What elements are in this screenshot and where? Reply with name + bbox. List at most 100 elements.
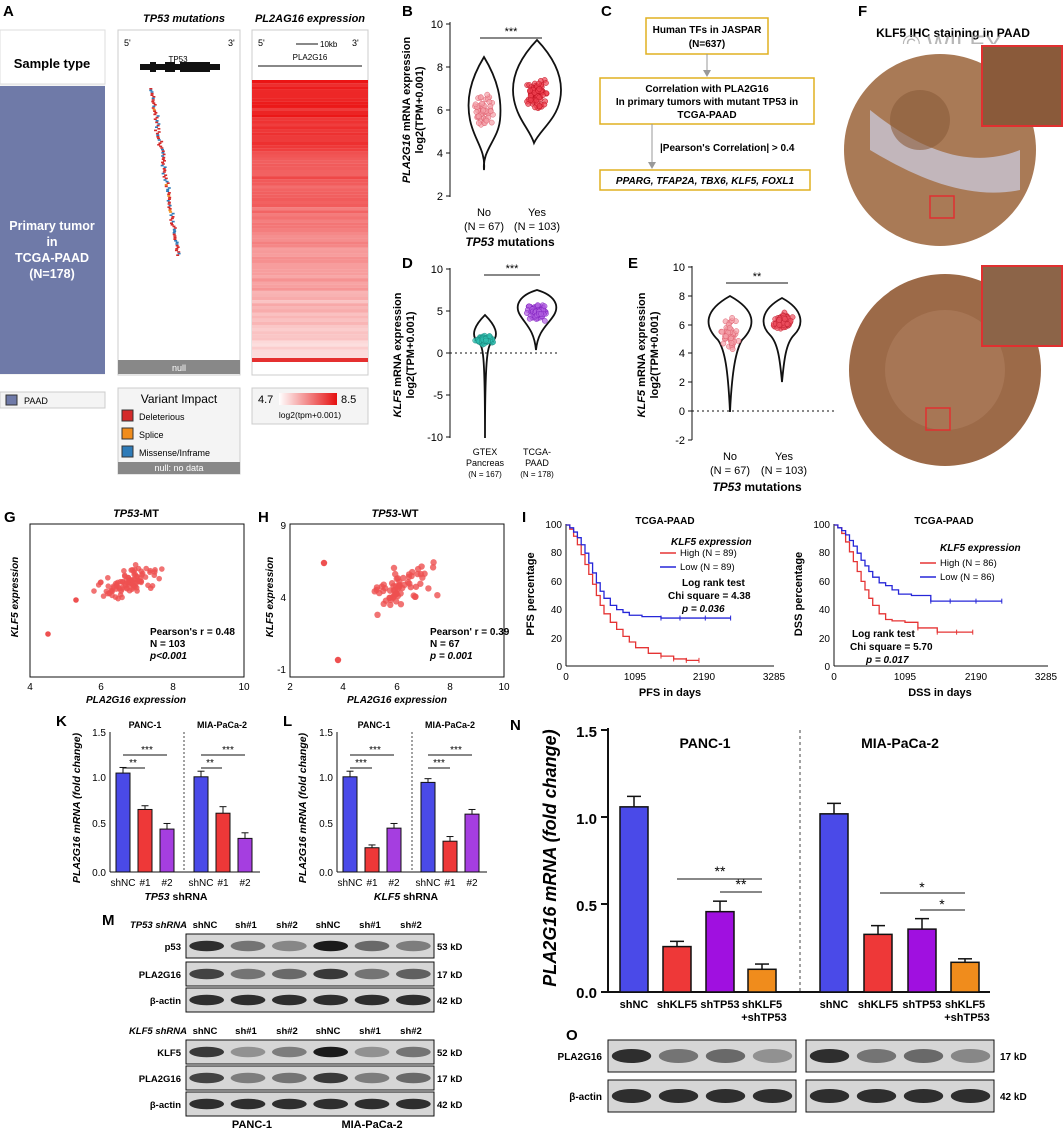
heat-row bbox=[252, 83, 368, 87]
b-ylabel: PLA2G16 mRNA expression bbox=[401, 37, 413, 184]
scatter-point bbox=[124, 579, 131, 586]
e-violin-yes bbox=[762, 296, 802, 383]
e-sig: ** bbox=[753, 271, 762, 283]
bar bbox=[215, 812, 231, 873]
panel-letter-m: M bbox=[102, 912, 115, 929]
group-line-3: TCGA-PAAD bbox=[15, 251, 89, 265]
data-point bbox=[478, 100, 485, 107]
heat-row bbox=[252, 231, 368, 236]
gene-name-pla: PLA2G16 bbox=[293, 53, 328, 62]
panel-b: B PLA2G16 mRNA expression log2(TPM+0.001… bbox=[401, 3, 562, 249]
mutation-mark bbox=[176, 254, 180, 256]
blot-band bbox=[189, 1072, 225, 1084]
n-ylabel: PLA2G16 mRNA (fold change) bbox=[540, 729, 560, 986]
heat-row bbox=[252, 272, 368, 276]
k-xcat-4: shNC bbox=[188, 878, 213, 889]
bar bbox=[137, 808, 153, 873]
blot-row-label: p53 bbox=[165, 942, 181, 953]
n-xcat-8: shKLF5 bbox=[945, 999, 985, 1011]
blot-row-label: PLA2G16 bbox=[139, 970, 181, 981]
b-ytick-2: 8 bbox=[437, 62, 443, 74]
mutation-mark bbox=[169, 219, 173, 221]
k-xcat-2: #1 bbox=[139, 878, 151, 889]
scale-gradient bbox=[279, 393, 337, 405]
heat-row bbox=[252, 207, 368, 211]
scatter-point bbox=[91, 588, 97, 594]
n-xcat-5: shNC bbox=[820, 999, 849, 1011]
heat-row bbox=[252, 104, 368, 108]
bar bbox=[950, 961, 980, 993]
pla-3prime: 3' bbox=[352, 38, 359, 48]
blot-band bbox=[395, 1098, 431, 1110]
variant-swatch-deleterious bbox=[121, 409, 134, 422]
scatter-point bbox=[121, 568, 127, 574]
mutation-mark bbox=[157, 123, 161, 125]
blot-band bbox=[395, 994, 431, 1006]
heat-row bbox=[252, 132, 368, 136]
data-point bbox=[475, 120, 482, 126]
blot-band bbox=[230, 994, 266, 1006]
scatter-point bbox=[97, 579, 104, 586]
i-pfs-ytick-2: 80 bbox=[551, 548, 563, 559]
blot-band bbox=[189, 940, 225, 952]
heat-row bbox=[252, 297, 368, 301]
blot-frame bbox=[185, 1039, 435, 1065]
e-ytick-4: 4 bbox=[679, 348, 685, 360]
heat-row bbox=[252, 334, 368, 338]
i-dss-ytick-1: 100 bbox=[813, 520, 830, 531]
blot-band bbox=[354, 1072, 390, 1084]
heat-row bbox=[252, 315, 368, 319]
mutation-mark bbox=[163, 166, 167, 168]
l-sig-4: *** bbox=[450, 745, 462, 756]
mutation-mark bbox=[169, 214, 173, 216]
bar bbox=[907, 928, 937, 993]
mutation-mark bbox=[154, 129, 158, 132]
b-points bbox=[472, 77, 550, 128]
bar bbox=[342, 776, 358, 873]
mutation-mark bbox=[161, 161, 165, 164]
heat-row bbox=[252, 120, 368, 124]
h-ylabel: KLF5 expression bbox=[265, 557, 276, 638]
heat-row bbox=[252, 98, 368, 102]
data-point bbox=[541, 101, 548, 108]
blot-band bbox=[271, 994, 307, 1006]
e-yticks: 10 8 6 4 2 0 -2 bbox=[673, 262, 692, 447]
bar bbox=[364, 847, 380, 873]
i-dss-xtick-1: 0 bbox=[831, 672, 837, 683]
tp53-column bbox=[117, 29, 241, 376]
blot-row-label: β-actin bbox=[150, 1100, 181, 1111]
k-ylabel: PLA2G16 mRNA (fold change) bbox=[71, 732, 83, 883]
col-title-tp53: TP53 mutations bbox=[143, 13, 225, 25]
mutation-mark bbox=[162, 153, 166, 156]
c-box-result bbox=[599, 169, 811, 191]
c-box2-l1: Correlation with PLA2G16 bbox=[645, 84, 769, 95]
panel-letter-f: F bbox=[858, 3, 867, 20]
e-ytick-2: 8 bbox=[679, 291, 685, 303]
mutation-mark bbox=[162, 156, 166, 159]
blot-band bbox=[271, 1098, 307, 1110]
i-dss-ytick-3: 60 bbox=[819, 577, 831, 588]
mutation-mark bbox=[173, 230, 177, 232]
mutation-mark bbox=[177, 252, 181, 255]
scatter-point bbox=[429, 564, 437, 571]
i-dss-ytick-5: 20 bbox=[819, 634, 831, 645]
panel-letter-c: C bbox=[601, 3, 612, 20]
data-point bbox=[536, 86, 543, 92]
i-dss-title: TCGA-PAAD bbox=[914, 516, 973, 527]
km-curve bbox=[566, 524, 731, 619]
mutation-mark bbox=[151, 107, 155, 109]
bar bbox=[442, 840, 458, 873]
blot-kd-label: 42 kD bbox=[437, 996, 462, 1007]
lane-label: shNC bbox=[316, 1026, 341, 1037]
blot-band bbox=[354, 994, 390, 1006]
b-violin-no bbox=[467, 55, 502, 171]
ihc-inset-top bbox=[981, 45, 1063, 127]
scatter-point bbox=[45, 631, 51, 637]
mutation-mark bbox=[173, 227, 177, 229]
e-ytick-5: 2 bbox=[679, 377, 685, 389]
heat-row bbox=[252, 185, 368, 189]
h-xtick-5: 10 bbox=[498, 682, 510, 693]
heat-row bbox=[252, 204, 368, 208]
null-bar bbox=[118, 360, 240, 374]
